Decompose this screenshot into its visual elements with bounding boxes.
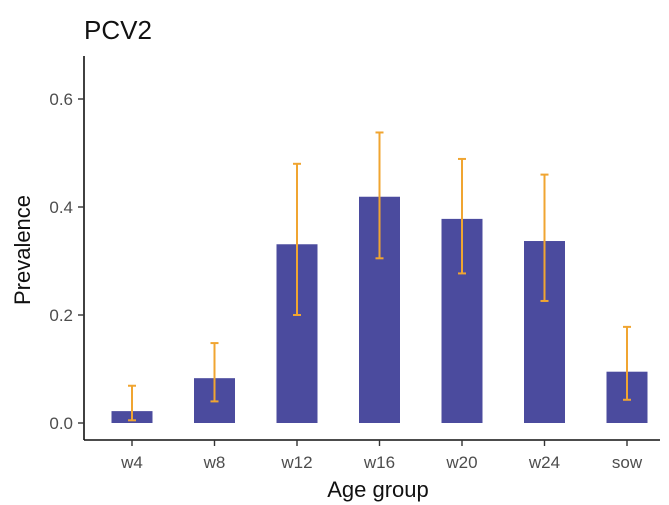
y-axis-label: Prevalence xyxy=(10,195,35,305)
x-ticks: w4 w8 w12 w16 w20 w24 sow xyxy=(120,440,643,472)
y-tick-label-0.0: 0.0 xyxy=(49,414,73,433)
y-tick-label-0.4: 0.4 xyxy=(49,198,73,217)
x-axis-label: Age group xyxy=(327,477,429,502)
x-tick-label-w20: w20 xyxy=(445,453,477,472)
x-tick-label-sow: sow xyxy=(612,453,643,472)
x-tick-label-w24: w24 xyxy=(528,453,560,472)
chart-title: PCV2 xyxy=(84,15,152,45)
y-ticks: 0.0 0.2 0.4 0.6 xyxy=(49,90,84,433)
x-tick-label-w12: w12 xyxy=(280,453,312,472)
y-tick-label-0.2: 0.2 xyxy=(49,306,73,325)
x-tick-label-w4: w4 xyxy=(120,453,143,472)
error-bars-layer xyxy=(128,131,631,422)
x-tick-label-w16: w16 xyxy=(363,453,395,472)
y-tick-label-0.6: 0.6 xyxy=(49,90,73,109)
x-tick-label-w8: w8 xyxy=(203,453,226,472)
